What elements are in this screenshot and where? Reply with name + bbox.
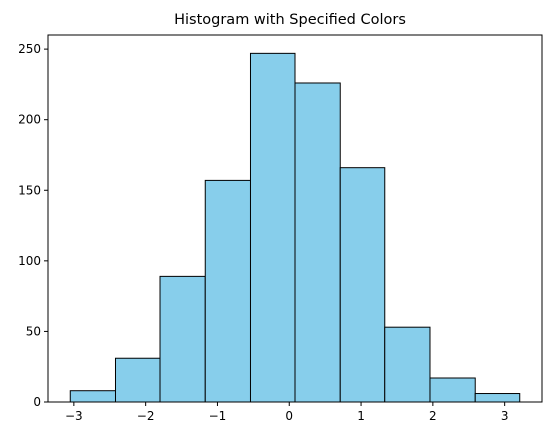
x-tick-label: 2 [429, 409, 437, 423]
bars-group [69, 52, 521, 403]
histogram-bar [69, 390, 117, 403]
chart-title: Histogram with Specified Colors [174, 12, 406, 28]
y-tick-label: 150 [18, 183, 41, 197]
y-tick-label: 0 [33, 395, 41, 409]
y-tick-label: 50 [26, 324, 41, 338]
y-tick-label: 250 [18, 42, 41, 56]
histogram-bar [114, 357, 161, 403]
x-tick-label: −1 [209, 409, 227, 423]
x-tick-label: −2 [137, 409, 155, 423]
histogram-bar [159, 275, 206, 403]
x-tick-label: −3 [65, 409, 83, 423]
y-tick-label: 100 [18, 254, 41, 268]
x-tick-label: 1 [357, 409, 365, 423]
y-tick-label: 200 [18, 113, 41, 127]
histogram-bar [294, 82, 341, 403]
histogram-bar [384, 326, 431, 403]
histogram-bar [474, 393, 521, 403]
x-axis: −3 −2 −1 0 1 2 3 [65, 402, 508, 423]
x-tick-label: 0 [285, 409, 293, 423]
axes-frame [47, 34, 543, 403]
histogram-bar [204, 179, 251, 403]
histogram-bar [429, 377, 476, 403]
histogram-bar [249, 52, 296, 403]
histogram-bar [339, 167, 386, 403]
x-tick-label: 3 [501, 409, 509, 423]
y-axis: 0 50 100 150 200 250 [18, 42, 48, 409]
